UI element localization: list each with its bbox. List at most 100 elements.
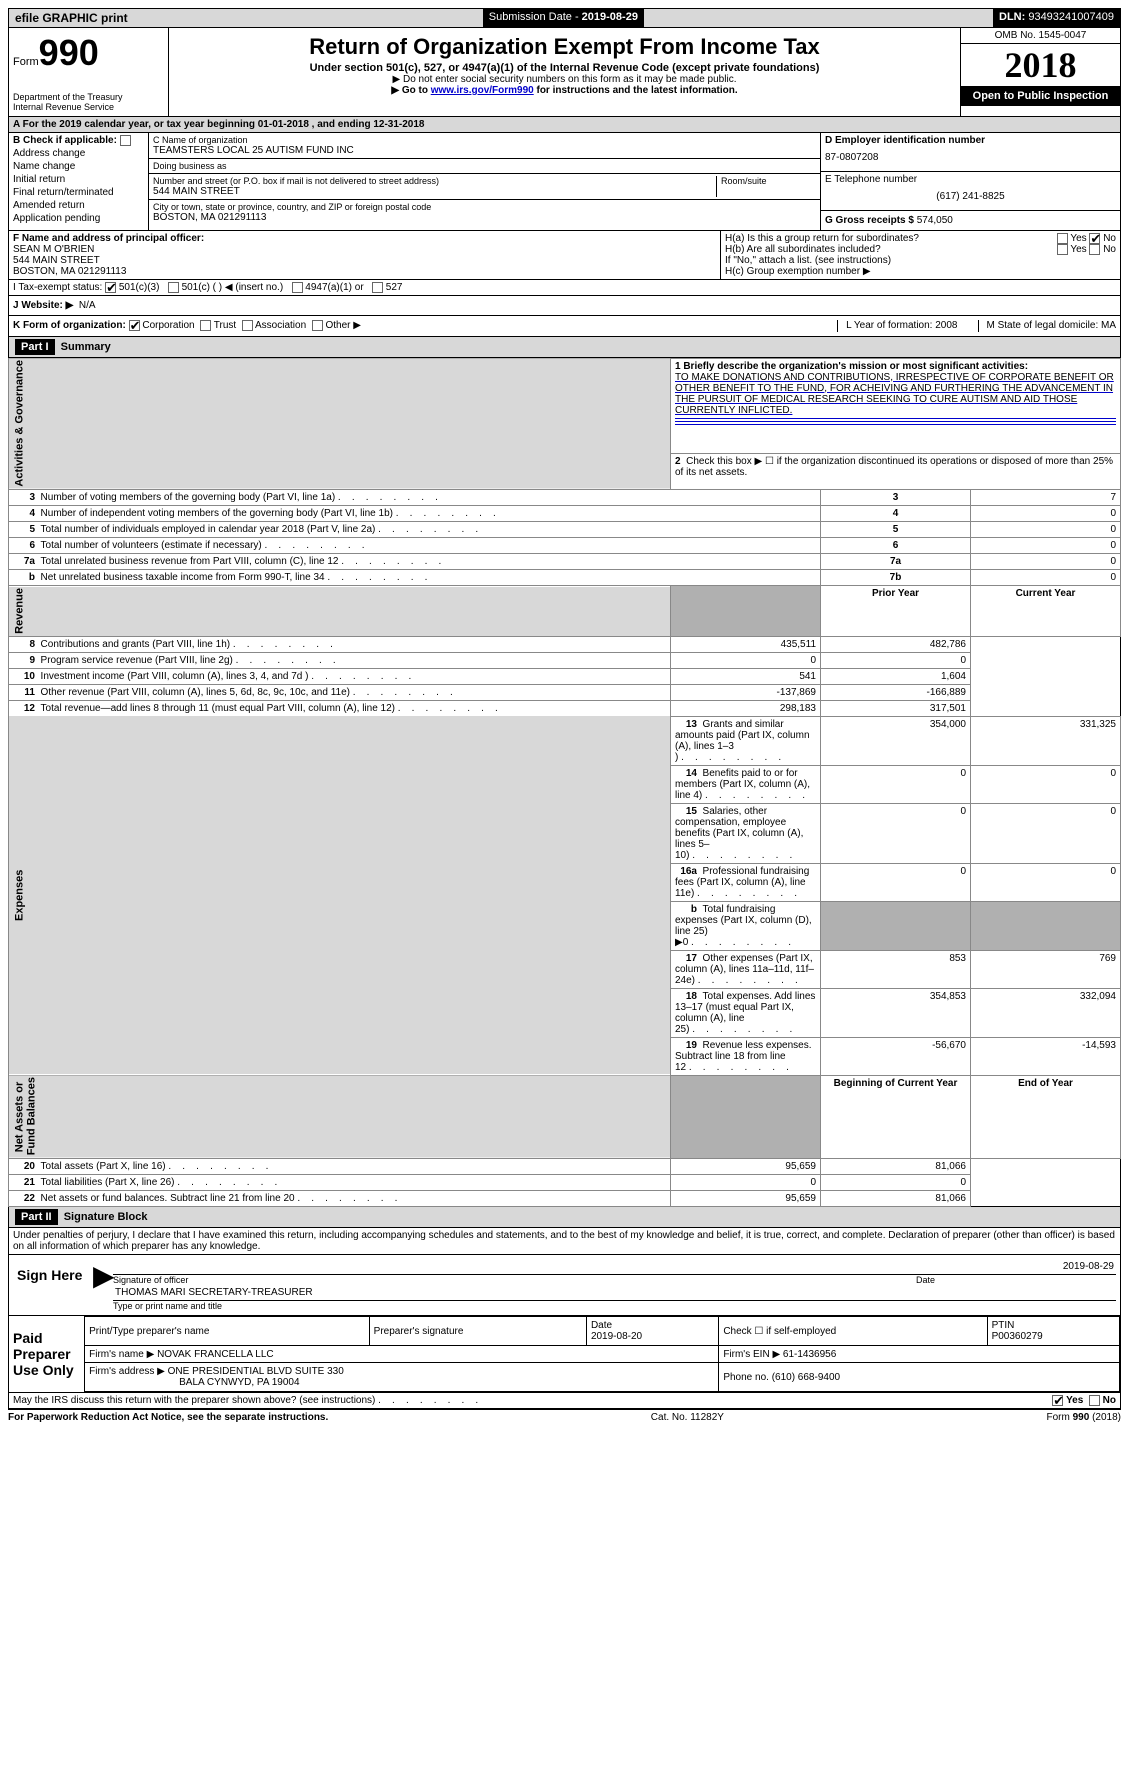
summary-line: 9 Program service revenue (Part VIII, li… (9, 652, 1121, 668)
part1-header: Part I Summary (8, 337, 1121, 358)
cb-other[interactable] (312, 320, 323, 331)
ha-no[interactable] (1089, 233, 1100, 244)
section-de: D Employer identification number 87-0807… (820, 133, 1120, 230)
open-inspection: Open to Public Inspection (961, 86, 1120, 106)
discuss-yes[interactable] (1052, 1395, 1063, 1406)
prep-name-hdr: Print/Type preparer's name (85, 1317, 370, 1346)
tax-year: 2018 (961, 44, 1120, 86)
section-h: H(a) Is this a group return for subordin… (720, 231, 1120, 279)
form-prefix: Form (13, 56, 39, 68)
firm-addr2: BALA CYNWYD, PA 19004 (89, 1377, 299, 1388)
ein: 87-0807208 (825, 146, 1116, 169)
form-header: Form990 Department of the Treasury Inter… (8, 28, 1121, 117)
summary-line: Expenses13 Grants and similar amounts pa… (9, 716, 1121, 765)
phone: (617) 241-8825 (825, 185, 1116, 208)
sign-here-label: Sign Here (13, 1259, 93, 1311)
cb-501c3[interactable] (105, 282, 116, 293)
section-b: B Check if applicable: Address change Na… (9, 133, 149, 230)
prep-sig-hdr: Preparer's signature (369, 1317, 586, 1346)
q1-label: 1 Briefly describe the organization's mi… (675, 361, 1028, 372)
identity-grid: B Check if applicable: Address change Na… (8, 133, 1121, 231)
org-name: TEAMSTERS LOCAL 25 AUTISM FUND INC (153, 145, 816, 156)
submission-date: Submission Date - 2019-08-29 (483, 9, 644, 27)
cb-527[interactable] (372, 282, 383, 293)
vlabel-revenue: Revenue (9, 586, 671, 637)
row-i: I Tax-exempt status: 501(c)(3) 501(c) ( … (8, 280, 1121, 296)
summary-line: 7a Total unrelated business revenue from… (9, 554, 1121, 570)
hb-yes[interactable] (1057, 244, 1068, 255)
firm-addr1: ONE PRESIDENTIAL BLVD SUITE 330 (168, 1366, 344, 1377)
dept-treasury: Department of the Treasury Internal Reve… (13, 92, 164, 112)
firm-name: NOVAK FRANCELLA LLC (157, 1349, 274, 1360)
row-j: J Website: ▶ N/A (8, 296, 1121, 316)
cb-assoc[interactable] (242, 320, 253, 331)
row-k-lm: K Form of organization: Corporation Trus… (8, 316, 1121, 336)
prep-date: Date2019-08-20 (586, 1317, 718, 1346)
cb-amended: Amended return (13, 200, 144, 211)
form-title: Return of Organization Exempt From Incom… (173, 34, 956, 60)
website: N/A (79, 300, 96, 311)
ha-yes[interactable] (1057, 233, 1068, 244)
hb-no[interactable] (1089, 244, 1100, 255)
page-footer: For Paperwork Reduction Act Notice, see … (8, 1409, 1121, 1423)
declaration-text: Under penalties of perjury, I declare th… (8, 1228, 1121, 1255)
summary-line: 20 Total assets (Part X, line 16)95,6598… (9, 1159, 1121, 1175)
cb-final-return: Final return/terminated (13, 187, 144, 198)
state-domicile: M State of legal domicile: MA (978, 320, 1117, 331)
summary-line: 8 Contributions and grants (Part VIII, l… (9, 636, 1121, 652)
efile-label: efile GRAPHIC print (15, 11, 128, 25)
summary-line: 10 Investment income (Part VIII, column … (9, 668, 1121, 684)
cb-name-change: Name change (13, 161, 144, 172)
prep-ptin: PTINP00360279 (987, 1317, 1119, 1346)
cb-trust[interactable] (200, 320, 211, 331)
cb-501c[interactable] (168, 282, 179, 293)
part2-header: Part II Signature Block (8, 1207, 1121, 1228)
discuss-no[interactable] (1089, 1395, 1100, 1406)
section-c: C Name of organization TEAMSTERS LOCAL 2… (149, 133, 820, 230)
summary-table: Activities & Governance 1 Briefly descri… (8, 358, 1121, 1208)
omb-number: OMB No. 1545-0047 (961, 28, 1120, 44)
org-street: 544 MAIN STREET (153, 186, 716, 197)
row-f-h: F Name and address of principal officer:… (8, 231, 1121, 280)
officer-name: SEAN M O'BRIEN (13, 244, 94, 255)
irs-link[interactable]: www.irs.gov/Form990 (431, 85, 534, 96)
col-prior: Prior Year (821, 586, 971, 637)
cb-initial-return: Initial return (13, 174, 144, 185)
firm-ein: 61-1436956 (783, 1349, 836, 1360)
sign-date: 2019-08-29 (1063, 1261, 1114, 1272)
col-end: End of Year (971, 1075, 1121, 1158)
summary-line: b Net unrelated business taxable income … (9, 570, 1121, 586)
col-current: Current Year (971, 586, 1121, 637)
org-city: BOSTON, MA 021291113 (153, 212, 816, 223)
vlabel-governance: Activities & Governance (9, 358, 671, 490)
discuss-row: May the IRS discuss this return with the… (8, 1393, 1121, 1409)
summary-line: 21 Total liabilities (Part X, line 26)00 (9, 1175, 1121, 1191)
summary-line: 22 Net assets or fund balances. Subtract… (9, 1191, 1121, 1207)
officer-name-title: THOMAS MARI SECRETARY-TREASURER (115, 1287, 313, 1298)
summary-line: 4 Number of independent voting members o… (9, 506, 1121, 522)
prep-self-emp: Check ☐ if self-employed (719, 1317, 987, 1346)
q2-text: Check this box ▶ ☐ if the organization d… (675, 456, 1113, 478)
summary-line: 3 Number of voting members of the govern… (9, 490, 1121, 506)
checkbox-applicable[interactable] (120, 135, 131, 146)
year-formation: L Year of formation: 2008 (837, 320, 957, 331)
paid-preparer-block: Paid Preparer Use Only Print/Type prepar… (8, 1316, 1121, 1393)
form-ref: Form 990 (2018) (1047, 1412, 1121, 1423)
col-begin: Beginning of Current Year (821, 1075, 971, 1158)
mission-text: TO MAKE DONATIONS AND CONTRIBUTIONS, IRR… (675, 372, 1114, 416)
cb-address-change: Address change (13, 148, 144, 159)
firm-phone: (610) 668-9400 (772, 1372, 840, 1383)
note-link: ▶ Go to www.irs.gov/Form990 for instruct… (173, 85, 956, 96)
summary-line: 6 Total number of volunteers (estimate i… (9, 538, 1121, 554)
sign-here-block: Sign Here ▶ 2019-08-29 Signature of offi… (8, 1255, 1121, 1316)
dln: DLN: 93493241007409 (993, 9, 1120, 27)
section-f: F Name and address of principal officer:… (9, 231, 720, 279)
cb-4947[interactable] (292, 282, 303, 293)
note-ssn: ▶ Do not enter social security numbers o… (173, 74, 956, 85)
cb-corp[interactable] (129, 320, 140, 331)
summary-line: 11 Other revenue (Part VIII, column (A),… (9, 684, 1121, 700)
gross-receipts: 574,050 (917, 215, 953, 226)
form-number: 990 (39, 32, 99, 73)
form-subtitle: Under section 501(c), 527, or 4947(a)(1)… (173, 62, 956, 74)
top-bar: efile GRAPHIC print Submission Date - 20… (8, 8, 1121, 28)
